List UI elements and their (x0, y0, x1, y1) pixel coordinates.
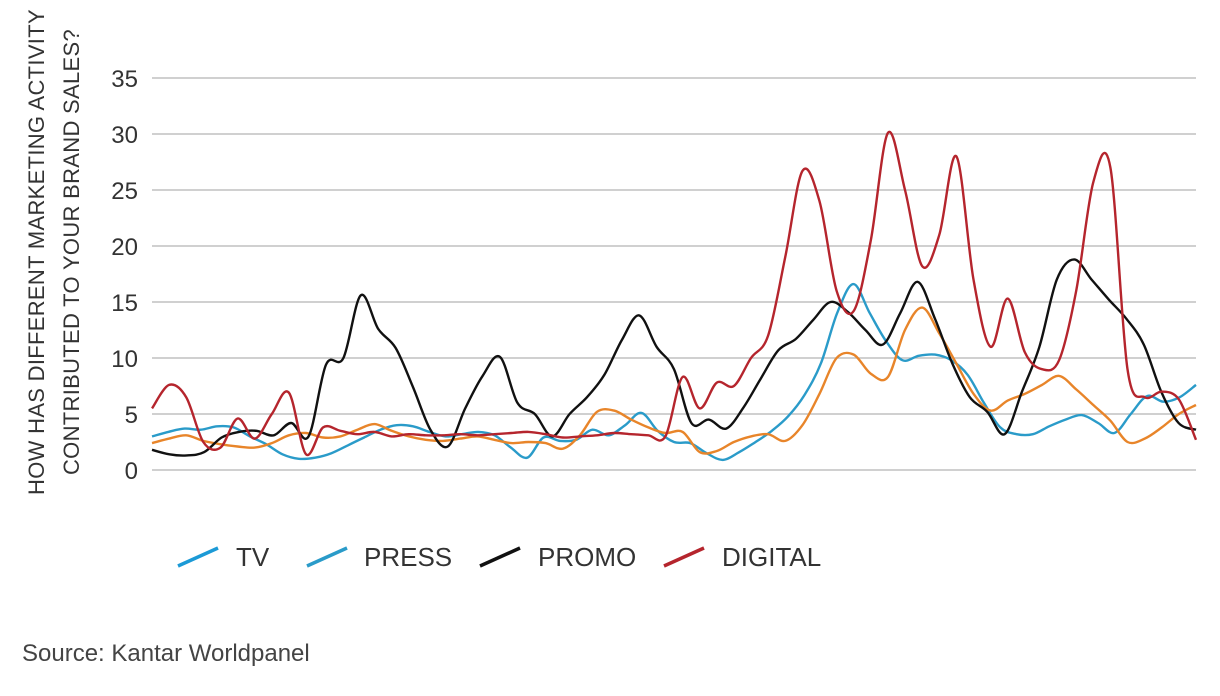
y-axis-title-line-1: HOW HAS DIFFERENT MARKETING ACTIVITY (24, 9, 49, 495)
series-lines (151, 130, 1198, 462)
legend-swatch-press (306, 546, 348, 568)
series-line-orange (151, 306, 1197, 455)
legend-swatch-promo (479, 546, 521, 568)
series-line-digital (151, 130, 1198, 457)
legend-item-digital: DIGITAL (663, 542, 821, 572)
legend-swatch-digital (663, 546, 705, 568)
legend-item-press: PRESS (306, 542, 452, 572)
y-tick-label-20: 20 (111, 234, 138, 261)
source-note: Source: Kantar Worldpanel (22, 640, 310, 667)
y-tick-label-5: 5 (125, 402, 138, 429)
legend-label-promo: PROMO (538, 542, 636, 572)
y-axis-title-line-2: CONTRIBUTED TO YOUR BRAND SALES? (59, 29, 84, 475)
y-axis-title: HOW HAS DIFFERENT MARKETING ACTIVITY CON… (24, 9, 84, 495)
legend: TV PRESS PROMO DIGITAL (177, 542, 821, 572)
series-line-promo (151, 258, 1197, 457)
legend-item-tv: TV (177, 542, 270, 572)
y-tick-label-0: 0 (125, 458, 138, 485)
series-line-press (151, 282, 1197, 462)
legend-label-digital: DIGITAL (722, 542, 821, 572)
gridlines (152, 77, 1196, 471)
legend-swatch-tv (177, 546, 219, 568)
legend-label-tv: TV (236, 542, 270, 572)
y-tick-label-35: 35 (111, 66, 138, 93)
y-tick-label-30: 30 (111, 122, 138, 149)
y-tick-label-15: 15 (111, 290, 138, 317)
legend-item-promo: PROMO (479, 542, 636, 572)
y-axis-ticks: 0 5 10 15 20 25 30 35 (111, 66, 138, 485)
y-tick-label-25: 25 (111, 178, 138, 205)
legend-label-press: PRESS (364, 542, 452, 572)
y-tick-label-10: 10 (111, 346, 138, 373)
